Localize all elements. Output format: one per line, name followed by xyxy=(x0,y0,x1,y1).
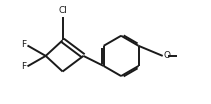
Text: Cl: Cl xyxy=(58,6,67,15)
Text: F: F xyxy=(21,40,26,49)
Text: O: O xyxy=(163,51,170,60)
Text: F: F xyxy=(21,62,26,71)
